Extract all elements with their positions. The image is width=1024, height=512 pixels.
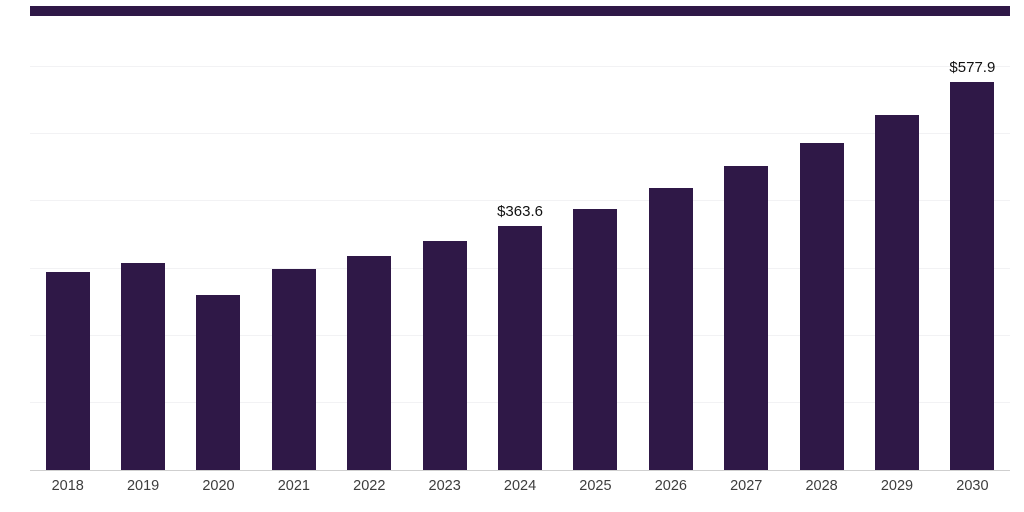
bar-2020 (196, 294, 241, 470)
bar-column-2026 (633, 67, 708, 470)
bar-column-2018 (30, 67, 105, 470)
plot-area: $363.6 $577.9 (30, 59, 1010, 471)
x-tick-label-2029: 2029 (880, 478, 914, 494)
bar-2023 (422, 240, 467, 470)
bar-column-2024: $363.6 (482, 67, 557, 470)
bar-2024 (498, 225, 543, 470)
gridline (30, 66, 1010, 67)
x-tick-label-2024: 2024 (503, 478, 537, 494)
bar-column-2021 (256, 67, 331, 470)
bar-2029 (874, 114, 919, 470)
bars-row: $363.6 $577.9 (30, 59, 1010, 470)
bar-column-2023 (407, 67, 482, 470)
x-tick-label-2030: 2030 (956, 478, 989, 494)
x-tick-label-2018: 2018 (51, 478, 84, 494)
x-tick-label-2027: 2027 (730, 478, 763, 494)
x-tick-label-2023: 2023 (428, 478, 461, 494)
bar-2030 (950, 81, 995, 470)
bar-column-2025 (558, 67, 633, 470)
bar-column-2028 (784, 67, 859, 470)
bar-2021 (271, 269, 316, 470)
x-tick-label-2022: 2022 (353, 478, 386, 494)
bar-2022 (347, 255, 392, 470)
x-tick-label-2021: 2021 (277, 478, 310, 494)
bar-column-2029 (859, 67, 934, 470)
bar-2025 (573, 208, 618, 470)
x-tick-label-2020: 2020 (202, 478, 235, 494)
bar-column-2030: $577.9 (935, 59, 1010, 470)
x-tick-label-2025: 2025 (579, 478, 612, 494)
bar-column-2019 (105, 67, 180, 470)
bar-2018 (45, 271, 90, 470)
bar-column-2022 (332, 67, 407, 470)
x-tick-label-2028: 2028 (805, 478, 838, 494)
bar-column-2027 (709, 67, 784, 470)
bar-2026 (648, 187, 693, 470)
x-tick-label-2026: 2026 (654, 478, 687, 494)
gridline (30, 200, 1010, 202)
gridline (30, 133, 1010, 135)
bar-column-2020 (181, 67, 256, 470)
bar-2019 (121, 263, 166, 470)
bar-2028 (799, 142, 844, 470)
data-label-2024: $363.6 (497, 202, 543, 220)
x-tick-label-2019: 2019 (126, 478, 160, 494)
bar-2027 (724, 165, 769, 470)
top-strip-decoration (30, 6, 1010, 16)
data-label-2030: $577.9 (949, 58, 996, 76)
x-axis: 2018 2019 2020 2021 2022 2023 2024 2025 2026 2027… (30, 478, 1010, 494)
